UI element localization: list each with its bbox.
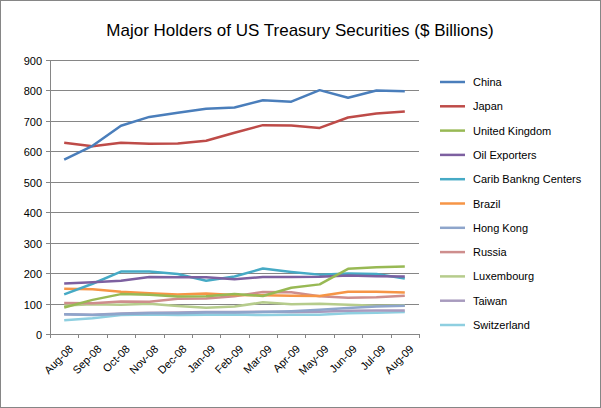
y-tick [46, 334, 50, 335]
legend-swatch [440, 129, 465, 132]
grid-line [50, 182, 419, 183]
y-tick-label: 800 [24, 85, 42, 97]
y-tick-label: 500 [24, 177, 42, 189]
x-tick-label: Mar-09 [241, 343, 274, 376]
chart: Major Holders of US Treasury Securities … [0, 0, 601, 408]
x-tick [192, 334, 193, 338]
x-tick [164, 334, 165, 338]
series-line [64, 90, 405, 159]
y-tick [46, 121, 50, 122]
y-tick [46, 212, 50, 213]
legend-swatch [440, 299, 465, 302]
y-tick [46, 273, 50, 274]
grid-line [50, 90, 419, 91]
x-tick-label: Oct-08 [100, 343, 132, 375]
x-tick [419, 334, 420, 338]
grid-line [50, 151, 419, 152]
legend-swatch [440, 251, 465, 254]
x-tick-label: Dec-08 [155, 343, 189, 377]
y-tick [46, 182, 50, 183]
chart-title: Major Holders of US Treasury Securities … [106, 21, 493, 40]
y-tick-label: 200 [24, 268, 42, 280]
grid-line [50, 121, 419, 122]
y-tick [46, 151, 50, 152]
x-tick [135, 334, 136, 338]
legend-label: Brazil [473, 198, 501, 210]
series-line [64, 276, 405, 284]
legend-label: United Kingdom [473, 125, 551, 137]
series-line [64, 266, 405, 307]
x-tick [50, 334, 51, 338]
legend-label: Taiwan [473, 295, 507, 307]
x-tick [277, 334, 278, 338]
series-group [64, 90, 405, 320]
y-tick-label: 700 [24, 116, 42, 128]
x-tick [249, 334, 250, 338]
y-tick-label: 600 [24, 146, 42, 158]
x-tick [220, 334, 221, 338]
grid-line [50, 243, 419, 244]
x-tick-label: Sep-08 [70, 343, 104, 377]
x-axis [50, 334, 419, 335]
legend-swatch [440, 154, 465, 157]
x-tick [78, 334, 79, 338]
legend-swatch [440, 105, 465, 108]
legend-label: Oil Exporters [473, 149, 537, 161]
legend-swatch [440, 202, 465, 205]
x-tick-label: May-09 [296, 343, 330, 377]
legend-swatch [440, 81, 465, 84]
y-tick-label: 100 [24, 299, 42, 311]
legend-swatch [440, 324, 465, 327]
y-tick [46, 90, 50, 91]
y-tick [46, 60, 50, 61]
legend-label: Switzerland [473, 319, 530, 331]
x-tick [107, 334, 108, 338]
legend-label: Japan [473, 100, 503, 112]
grid-line [50, 212, 419, 213]
series-line [64, 306, 405, 315]
x-tick-label: Nov-08 [127, 343, 161, 377]
legend-label: China [473, 76, 503, 88]
legend-label: Carib Bankng Centers [473, 173, 582, 185]
x-tick [334, 334, 335, 338]
legend-swatch [440, 178, 465, 181]
chart-frame [1, 1, 601, 408]
x-tick [391, 334, 392, 338]
x-tick [362, 334, 363, 338]
y-tick-label: 400 [24, 207, 42, 219]
x-tick-label: Aug-08 [42, 343, 76, 377]
legend-label: Hong Kong [473, 222, 528, 234]
grid-line [50, 60, 419, 61]
legend-label: Luxembourg [473, 270, 534, 282]
y-tick-label: 0 [36, 329, 42, 341]
y-axis [50, 60, 51, 334]
x-tick-label: Feb-09 [212, 343, 245, 376]
grid-line [50, 334, 419, 335]
x-tick-label: Jan-09 [185, 343, 217, 375]
x-tick-label: Aug-09 [382, 343, 416, 377]
y-tick-label: 900 [24, 55, 42, 67]
y-tick [46, 304, 50, 305]
legend-swatch [440, 227, 465, 230]
series-line [64, 269, 405, 295]
y-tick [46, 243, 50, 244]
legend-swatch [440, 275, 465, 278]
y-tick-label: 300 [24, 238, 42, 250]
x-tick-label: Jun-09 [327, 343, 359, 375]
x-tick [305, 334, 306, 338]
legend-label: Russia [473, 246, 508, 258]
